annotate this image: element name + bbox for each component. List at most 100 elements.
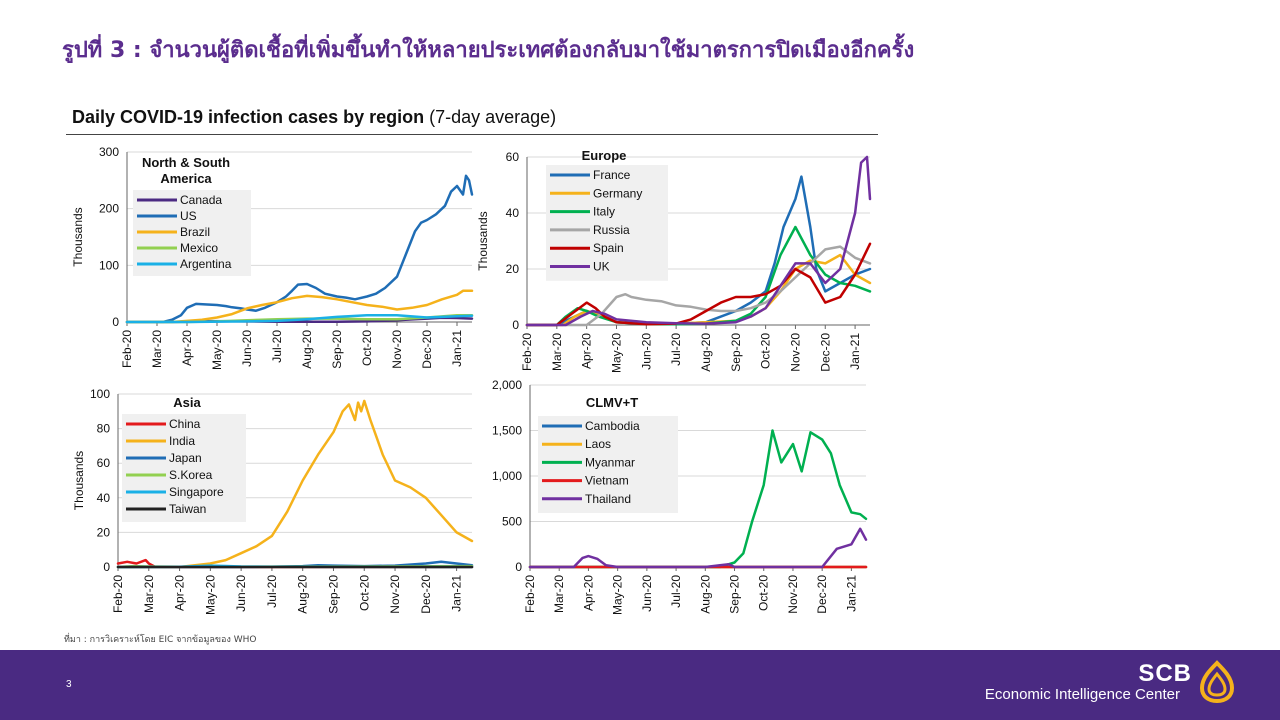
x-tick-label: Dec-20 [815,575,829,614]
legend-label: France [593,168,631,182]
x-tick-label: Sep-20 [729,333,743,372]
x-tick-label: Jul-20 [669,333,683,366]
y-tick-label: 100 [90,387,110,401]
x-tick-label: Nov-20 [388,575,402,614]
legend-label: Argentina [180,257,232,271]
x-tick-label: Jan-21 [848,333,862,370]
x-tick-label: Aug-20 [699,333,713,372]
series-line-spain [525,242,872,327]
x-tick-label: Oct-20 [357,575,371,611]
y-tick-label: 0 [512,318,519,332]
x-tick-label: Jul-20 [669,575,683,608]
x-tick-label: Apr-20 [581,575,595,611]
x-tick-label: Mar-20 [552,575,566,613]
x-tick-label: Nov-20 [390,330,404,369]
chart-europe: 0 20 40 60 Feb-20 Mar-20 Apr-20 May-20 Jun-20 Jul… [476,148,872,373]
panel-title: Europe [582,148,627,163]
x-tick-label: May-20 [203,575,217,615]
legend-label: Myanmar [585,455,635,469]
y-tick-label: 0 [515,560,522,574]
x-tick-label: Aug-20 [698,575,712,614]
chart-title: Daily COVID-19 infection cases by region… [72,107,556,128]
series-line-uk [525,155,872,327]
y-tick-label: 300 [99,145,119,159]
x-tick-label: Feb-20 [120,330,134,368]
y-tick-label: 20 [97,525,111,539]
footer-bar [0,650,1280,720]
x-tick-label: Sep-20 [330,330,344,369]
x-tick-label: Mar-20 [550,333,564,371]
x-tick-label: May-20 [609,333,623,373]
x-tick-label: Sep-20 [326,575,340,614]
x-tick-label: Jul-20 [265,575,279,608]
legend-label: UK [593,260,610,274]
legend-label: Vietnam [585,474,629,488]
legend-box [538,416,678,513]
x-tick-label: Jan-21 [844,575,858,612]
legend-label: Italy [593,205,615,219]
y-tick-label: 200 [99,202,119,216]
y-tick-label: 60 [506,150,520,164]
series-line-brazil [125,289,474,324]
series-line-india [116,399,474,569]
x-tick-label: Dec-20 [419,575,433,614]
x-tick-label: Nov-20 [786,575,800,614]
y-tick-label: 40 [506,206,520,220]
panel-title: Asia [173,395,201,410]
x-tick-label: Dec-20 [420,330,434,369]
y-tick-label: 500 [502,515,522,529]
panel-title: CLMV+T [586,395,638,410]
legend-label: Taiwan [169,502,206,516]
y-tick-label: 100 [99,258,119,272]
legend-box [546,165,668,281]
x-tick-label: Oct-20 [757,575,771,611]
legend-label: S.Korea [169,468,213,482]
y-tick-label: 40 [97,491,111,505]
legend-label: Brazil [180,225,210,239]
series-line-us [125,174,474,324]
x-tick-label: Jun-20 [639,333,653,370]
y-axis-label: Thousands [72,451,86,510]
x-tick-label: May-20 [210,330,224,370]
x-tick-label: Apr-20 [173,575,187,611]
legend-label: India [169,434,195,448]
legend-label: Singapore [169,485,224,499]
legend-label: Cambodia [585,419,640,433]
x-tick-label: Nov-20 [788,333,802,372]
x-tick-label: Oct-20 [759,333,773,369]
series-line-myanmar [528,429,868,569]
x-tick-label: Feb-20 [111,575,125,613]
series-line-russia [525,245,872,327]
panel-title: North & South [142,155,230,170]
y-axis-label: Thousands [476,211,490,270]
legend-label: Canada [180,193,222,207]
chart-americas: 0 100 200 300 Feb-20 Mar-20 Apr-20 May-20 Jun-20… [71,145,474,370]
series-line-argentina [125,313,474,324]
panel-title: America [160,171,212,186]
y-tick-label: 80 [97,422,111,436]
x-tick-label: Oct-20 [360,330,374,366]
x-tick-label: Jun-20 [240,330,254,367]
x-tick-label: Jan-21 [450,575,464,612]
y-axis-label: Thousands [71,207,85,266]
x-tick-label: Jun-20 [234,575,248,612]
x-tick-label: Apr-20 [180,330,194,366]
legend-label: Japan [169,451,202,465]
x-tick-label: Apr-20 [580,333,594,369]
x-tick-label: Mar-20 [142,575,156,613]
legend-box [122,414,246,522]
y-tick-label: 0 [112,315,119,329]
x-tick-label: Aug-20 [296,575,310,614]
x-tick-label: Feb-20 [523,575,537,613]
y-tick-label: 2,000 [492,378,522,392]
title-divider [66,134,878,135]
x-tick-label: Sep-20 [728,575,742,614]
x-tick-label: Jul-20 [270,330,284,363]
legend-label: Germany [593,186,642,200]
series-line-thailand [528,527,868,569]
x-tick-label: Mar-20 [150,330,164,368]
x-tick-label: Dec-20 [818,333,832,372]
legend-label: China [169,417,201,431]
legend-label: Thailand [585,492,631,506]
